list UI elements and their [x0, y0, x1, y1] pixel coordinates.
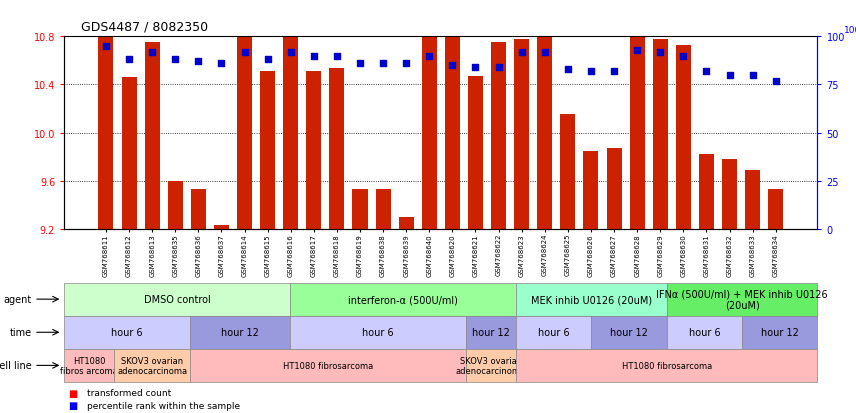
Text: hour 12: hour 12 — [473, 328, 510, 337]
Text: MEK inhib U0126 (20uM): MEK inhib U0126 (20uM) — [531, 294, 652, 304]
Point — [699, 69, 713, 75]
Text: agent: agent — [3, 294, 33, 304]
Bar — [168, 181, 182, 229]
Text: interferon-α (500U/ml): interferon-α (500U/ml) — [348, 294, 458, 304]
Bar — [283, 37, 298, 229]
Bar — [607, 149, 621, 229]
Point — [192, 59, 205, 65]
Bar — [237, 37, 252, 229]
Text: ■: ■ — [68, 400, 78, 410]
Point — [284, 49, 298, 56]
Bar — [584, 151, 598, 229]
Bar — [561, 115, 575, 229]
Text: HT1080 fibrosarcoma: HT1080 fibrosarcoma — [621, 361, 712, 370]
Point — [423, 53, 437, 60]
Point — [330, 53, 344, 60]
Text: DMSO control: DMSO control — [144, 294, 211, 304]
Bar — [260, 72, 275, 229]
Point — [169, 57, 182, 64]
Bar — [768, 190, 783, 229]
Text: hour 6: hour 6 — [111, 328, 143, 337]
Text: SKOV3 ovarian
adenocarcinoma: SKOV3 ovarian adenocarcinoma — [456, 356, 526, 375]
Bar — [376, 190, 390, 229]
Bar — [676, 45, 691, 229]
Point — [146, 49, 159, 56]
Bar — [214, 225, 229, 229]
Point — [307, 53, 321, 60]
Point — [122, 57, 136, 64]
Bar — [630, 37, 645, 229]
Point — [769, 78, 782, 85]
Bar — [514, 40, 529, 229]
Bar — [722, 159, 737, 229]
Point — [514, 49, 528, 56]
Bar — [422, 37, 437, 229]
Bar — [191, 190, 205, 229]
Text: ■: ■ — [68, 388, 78, 398]
Point — [99, 43, 113, 50]
Bar — [145, 43, 160, 229]
Text: hour 12: hour 12 — [610, 328, 648, 337]
Point — [722, 72, 736, 79]
Point — [445, 63, 459, 69]
Bar — [468, 77, 483, 229]
Text: HT1080 fibrosarcoma: HT1080 fibrosarcoma — [282, 361, 373, 370]
Text: hour 6: hour 6 — [689, 328, 720, 337]
Point — [468, 64, 482, 71]
Point — [561, 66, 574, 73]
Point — [215, 61, 229, 67]
Text: hour 12: hour 12 — [761, 328, 799, 337]
Text: hour 12: hour 12 — [221, 328, 259, 337]
Bar — [538, 37, 552, 229]
Bar — [122, 78, 137, 229]
Point — [261, 57, 275, 64]
Point — [746, 72, 759, 79]
Point — [607, 69, 621, 75]
Text: percentile rank within the sample: percentile rank within the sample — [87, 401, 241, 410]
Bar — [330, 69, 344, 229]
Text: hour 6: hour 6 — [362, 328, 394, 337]
Text: GDS4487 / 8082350: GDS4487 / 8082350 — [81, 20, 209, 33]
Bar — [98, 37, 114, 229]
Point — [538, 49, 551, 56]
Bar — [306, 72, 321, 229]
Point — [676, 53, 690, 60]
Bar — [653, 40, 668, 229]
Point — [653, 49, 667, 56]
Point — [630, 47, 644, 54]
Point — [584, 69, 597, 75]
Point — [354, 61, 367, 67]
Bar — [491, 43, 506, 229]
Bar — [745, 171, 760, 229]
Bar — [699, 155, 714, 229]
Text: 100%: 100% — [844, 26, 856, 35]
Text: IFNα (500U/ml) + MEK inhib U0126
(20uM): IFNα (500U/ml) + MEK inhib U0126 (20uM) — [657, 289, 828, 310]
Text: time: time — [10, 328, 33, 337]
Text: HT1080
fibros arcoma: HT1080 fibros arcoma — [61, 356, 118, 375]
Bar — [399, 217, 413, 229]
Text: cell line: cell line — [0, 361, 33, 370]
Point — [377, 61, 390, 67]
Bar — [353, 190, 367, 229]
Text: SKOV3 ovarian
adenocarcinoma: SKOV3 ovarian adenocarcinoma — [117, 356, 187, 375]
Bar — [445, 37, 460, 229]
Point — [238, 49, 252, 56]
Point — [491, 64, 505, 71]
Point — [400, 61, 413, 67]
Text: hour 6: hour 6 — [538, 328, 569, 337]
Text: transformed count: transformed count — [87, 388, 171, 397]
